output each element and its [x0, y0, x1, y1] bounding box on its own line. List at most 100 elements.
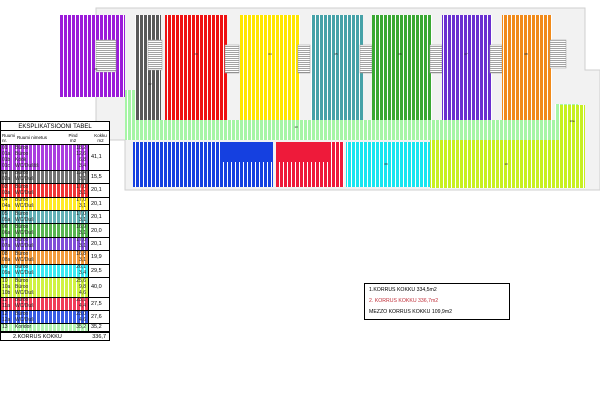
room-name: Büroo — [15, 170, 29, 177]
room-area: 23,0 — [76, 310, 86, 317]
room-06-stair — [429, 44, 443, 74]
table-row: 04a WC/Duš 3,1 — [1, 204, 88, 210]
room-name: Büroo — [15, 237, 29, 244]
room-area: 16,9 — [76, 223, 86, 230]
group-sum: 20,1 — [91, 187, 102, 194]
table-row: 01a Büroo 12,6 — [1, 150, 88, 158]
room-name: Büroo — [15, 277, 29, 284]
table-row: 06a WC/Duš 3,1 — [1, 231, 88, 237]
room-name: WC/Duš — [15, 203, 34, 210]
room-number: 10 — [2, 277, 8, 284]
room-area: 3,1 — [79, 176, 86, 183]
room-number: 12 — [2, 310, 8, 317]
room-name: Köök — [15, 156, 27, 163]
room-number: 06a — [2, 230, 11, 237]
room-area: 6,8 — [79, 156, 86, 163]
totals-line-2: 2. KORRUS KOKKU 336,7m2 — [369, 298, 439, 304]
room-area: 18,2 — [76, 144, 86, 151]
room-area: 25,6 — [76, 277, 86, 284]
table-group: 04 Büroo 17,0 04a WC/Duš 3,1 20,1 — [0, 197, 110, 211]
room-11a — [278, 142, 330, 162]
explication-table: EKSPLIKATSIOONI TABEL Ruumi nr. Ruumi ni… — [0, 121, 110, 400]
room-number: 04 — [2, 197, 8, 204]
room-area: 3,1 — [79, 203, 86, 210]
group-sum: 20,1 — [91, 240, 102, 247]
group-color-swatch — [1, 224, 88, 237]
room-05-stair — [359, 44, 373, 74]
room-name: Büroo — [15, 310, 29, 317]
svg-text:04: 04 — [268, 52, 272, 56]
room-10a — [560, 105, 585, 140]
group-color-swatch — [1, 324, 88, 331]
group-sum: 20,1 — [91, 200, 102, 207]
table-row: 07a WC/Duš 3,1 — [1, 244, 88, 250]
room-number: 13 — [2, 323, 8, 330]
svg-text:01: 01 — [94, 67, 98, 71]
table-group: 06 Büroo 16,9 06a WC/Duš 3,1 20,0 — [0, 223, 110, 238]
table-row: 01 Büroo 18,2 — [1, 144, 88, 152]
room-number: 01b — [2, 156, 11, 163]
room-number: 05 — [2, 210, 8, 217]
room-number: 03a — [2, 189, 11, 196]
room-name: Büroo — [15, 223, 29, 230]
room-name: WC/Duš — [15, 230, 34, 237]
room-name: Büroo — [15, 210, 29, 217]
floor-totals-box: 1.KORRUS KOKKU 334,5m2 2. KORRUS KOKKU 3… — [364, 283, 510, 320]
table-group: 08 Büroo 16,8 08a WC/Duš 3,1 19,9 — [0, 250, 110, 265]
total-label: 2.KORRUS KOKKU — [13, 333, 62, 340]
svg-text:05: 05 — [334, 52, 338, 56]
room-area: 17,0 — [76, 237, 86, 244]
table-row: 08a WC/Duš 3,1 — [1, 257, 88, 264]
group-sum: 15,5 — [91, 173, 102, 180]
svg-text:10: 10 — [504, 162, 508, 166]
room-number: 01a — [2, 150, 11, 157]
table-group: 12 Büroo 23,0 12a WC/Duš 4,6 27,6 — [0, 310, 110, 325]
table-row: 08 Büroo 16,8 — [1, 250, 88, 258]
group-color-swatch — [1, 170, 88, 184]
table-row: 09a WC/Duš 3,4 — [1, 271, 88, 277]
group-color-swatch — [1, 237, 88, 251]
table-group: 09 Büroo 26,1 09a WC/Duš 3,4 29,5 — [0, 264, 110, 278]
room-name: WC/Duššš — [15, 163, 39, 170]
room-name: WC/Duš — [15, 289, 34, 296]
room-area: 4,4 — [79, 303, 86, 310]
room-name: WC/Duš — [15, 176, 34, 183]
room-name: Büroo — [15, 250, 29, 257]
room-07-stair — [489, 44, 503, 74]
room-area: 16,8 — [76, 250, 86, 257]
group-color-swatch — [1, 297, 88, 310]
group-sum: 40,0 — [91, 284, 102, 291]
room-03 — [165, 15, 227, 120]
room-area: 3,4 — [79, 163, 86, 170]
svg-text:07: 07 — [464, 52, 468, 56]
table-row: 12a WC/Duš 4,6 — [1, 317, 88, 324]
group-color-swatch — [1, 184, 88, 197]
room-number: 11 — [2, 297, 8, 304]
svg-text:03: 03 — [194, 52, 198, 56]
group-sum: 41,1 — [91, 154, 102, 161]
room-name: Büroo — [15, 297, 29, 304]
room-area: 4,6 — [79, 289, 86, 296]
room-name: WC/Duš — [15, 270, 34, 277]
room-number: 10b — [2, 289, 11, 296]
table-row: 13 Koridor 35,2 — [1, 323, 88, 331]
room-name: Büroo — [15, 183, 29, 190]
room-name: WC/Duš — [15, 189, 34, 196]
room-name: Büroo — [15, 283, 29, 290]
room-06 — [372, 15, 432, 120]
room-name: WC/Duš — [15, 243, 34, 250]
room-09 — [346, 142, 430, 187]
table-row: 02 Büroo 12,4 — [1, 171, 88, 177]
table-row: 11a WC/Duš 4,4 — [1, 304, 88, 310]
room-name: WC/Duš — [15, 216, 34, 223]
room-number: 08 — [2, 250, 8, 257]
group-color-swatch — [1, 311, 88, 324]
room-name: Büroo — [15, 144, 29, 151]
room-10 — [430, 140, 585, 188]
room-01-stair — [95, 39, 117, 73]
svg-text:02: 02 — [148, 82, 152, 86]
room-number: 11a — [2, 303, 10, 310]
table-row: 11 Büroo 23,1 — [1, 298, 88, 304]
table-row: 12 Büroo 23,0 — [1, 310, 88, 318]
